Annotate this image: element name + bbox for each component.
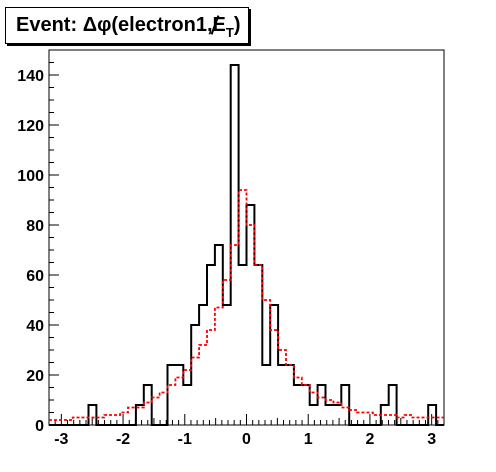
title-met-symbol: E xyxy=(210,14,226,37)
title-prefix: Event: xyxy=(16,14,83,36)
x-tick-label: 0 xyxy=(242,431,251,448)
y-tick-label: 100 xyxy=(17,168,44,185)
x-tick-label: 1 xyxy=(304,431,313,448)
title-subscript: T xyxy=(225,25,234,40)
x-tick-label: 2 xyxy=(365,431,374,448)
x-tick-label: -2 xyxy=(116,431,130,448)
y-tick-label: 80 xyxy=(26,218,44,235)
title-main: Δφ(electron1, xyxy=(82,14,213,36)
y-tick-label: 20 xyxy=(26,368,44,385)
chart-title: Event: Δφ(electron1, E T ) xyxy=(5,7,249,44)
x-tick-label: -1 xyxy=(178,431,192,448)
y-tick-label: 120 xyxy=(17,118,44,135)
y-axis-tick-labels: 0 20 40 60 80 100 120 140 xyxy=(17,68,44,435)
histogram-series-solid-black xyxy=(49,64,444,426)
y-tick-label: 60 xyxy=(26,268,44,285)
x-tick-label: 3 xyxy=(427,431,436,448)
histogram-series-dashed-red xyxy=(49,189,444,421)
y-tick-label: 40 xyxy=(26,318,44,335)
title-suffix: ) xyxy=(233,14,241,36)
x-tick-label: -3 xyxy=(54,431,68,448)
series-group xyxy=(49,64,444,426)
x-axis-tick-labels: -3 -2 -1 0 1 2 3 xyxy=(54,431,436,448)
y-tick-label: 140 xyxy=(17,68,44,85)
y-tick-label: 0 xyxy=(35,418,44,435)
